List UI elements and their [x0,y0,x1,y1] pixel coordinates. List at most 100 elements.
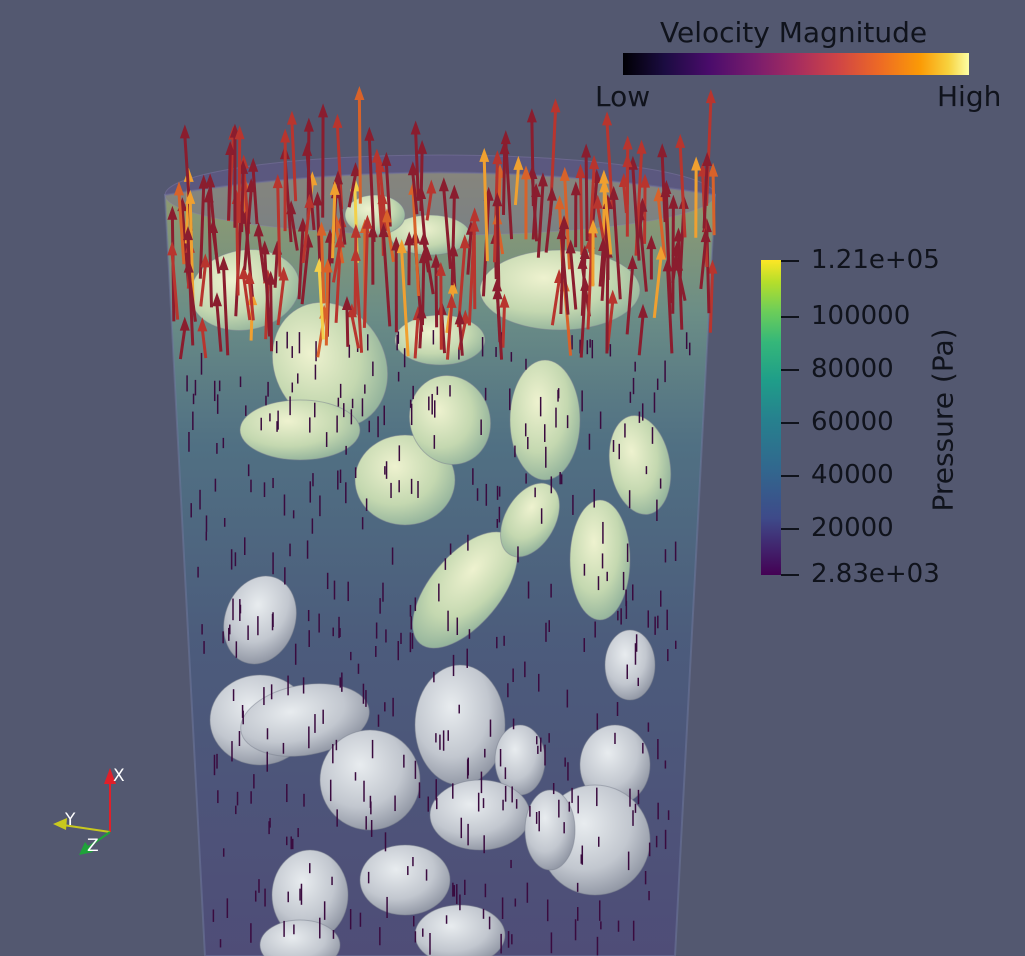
velocity-colorbar-legend: Velocity Magnitude Low High [590,10,1010,120]
pressure-colorbar-legend: 1.21e+05 100000 80000 60000 40000 20000 2.83… [755,240,995,590]
velocity-glyph-large-180 [652,245,666,319]
pressure-tick-min [781,574,799,576]
particle-12 [223,575,297,665]
velocity-glyph-large-48 [708,162,719,236]
velocity-glyph-large-13 [668,194,679,314]
particle-5 [509,359,581,481]
velocity-glyph-large-155 [660,183,672,304]
velocity-glyph-large-177 [205,173,219,260]
velocity-glyph-large-16 [499,293,510,348]
velocity-glyph-large-134 [671,241,682,284]
velocity-glyph-large-175 [318,103,329,218]
velocity-glyph-large-128 [404,231,415,286]
velocity-glyph-large-113 [238,265,252,321]
velocity-glyph-large-129 [182,226,195,346]
velocity-glyph-large-186 [378,223,392,327]
pressure-tick-label-4: 20000 [811,513,894,544]
velocity-glyph-large-73 [425,179,437,221]
pressure-max-label: 1.21e+05 [811,245,940,275]
velocity-glyph-large-153 [479,147,490,262]
velocity-glyph-large-148 [218,256,230,356]
particle-22 [524,789,576,871]
velocity-glyph-large-123 [565,239,578,310]
orientation-axes: X Y Z [45,760,135,870]
velocity-glyph-large-43 [272,174,283,277]
velocity-glyph-large-10 [639,173,650,244]
velocity-max-label: High [937,80,1002,113]
velocity-glyph-large-157 [350,246,364,353]
velocity-glyph-large-189 [316,221,327,304]
y-axis-line [62,824,111,833]
velocity-glyph-large-25 [347,162,361,208]
velocity-glyph-large-135 [225,140,236,220]
x-axis-arrowhead [104,768,116,784]
velocity-glyphs-large [167,85,719,360]
velocity-glyph-large-39 [675,133,687,238]
velocity-glyph-large-187 [265,270,276,352]
velocity-glyph-large-126 [625,255,638,335]
velocity-glyph-large-131 [199,253,211,307]
particle-6 [608,414,672,516]
velocity-glyph-large-159 [371,148,384,237]
velocity-glyph-large-120 [536,172,548,258]
velocity-glyph-large-147 [280,128,291,232]
particle-13 [604,629,656,701]
particle-16 [414,664,506,786]
velocity-glyph-large-170 [691,156,702,238]
particle-2 [239,399,361,461]
velocity-glyph-large-164 [454,310,465,356]
velocity-glyph-large-185 [322,258,333,346]
z-axis-arrowhead [79,842,93,855]
velocity-glyph-large-64 [276,266,289,326]
velocity-glyph-large-182 [417,139,428,211]
particle-15 [240,683,370,757]
particle-24 [359,844,451,916]
velocity-glyph-large-151 [544,186,557,253]
velocity-glyph-large-104 [381,208,395,263]
velocity-glyph-large-173 [513,155,524,206]
velocity-glyph-large-99 [653,187,667,258]
axes-triad-graphic [53,768,116,855]
velocity-glyph-large-184 [418,249,429,326]
velocity-glyph-large-181 [234,125,245,223]
pressure-tick-0 [781,315,799,318]
velocity-glyph-large-168 [435,261,446,350]
velocity-glyph-large-36 [575,163,586,256]
pressure-colorbar [761,260,781,575]
pressure-tick-2 [781,422,799,425]
pressure-tick-max [781,260,799,262]
velocity-glyph-large-154 [570,181,581,248]
y-axis-label: Y [65,810,76,830]
velocity-glyph-large-63 [364,126,376,242]
pressure-legend-title: Pressure (Pa) [926,328,960,512]
velocity-glyph-large-132 [396,239,410,357]
pressure-tick-label-2: 60000 [811,407,894,438]
pressure-tick-label-0: 100000 [811,300,911,331]
velocity-glyph-large-142 [167,241,180,320]
velocity-glyph-large-19 [178,316,190,360]
velocity-glyph-large-149 [646,235,657,280]
velocity-glyph-large-61 [707,259,718,333]
velocity-glyph-large-179 [329,180,340,259]
particle-4 [408,375,492,465]
pressure-tick-3 [781,475,799,478]
x-axis-label: X [113,766,125,786]
velocity-glyph-large-69 [520,165,531,240]
velocity-glyph-large-158 [581,143,592,241]
velocity-glyph-large-156 [438,177,452,270]
particle-20 [429,779,531,851]
velocity-glyph-large-178 [211,292,223,352]
velocity-glyph-large-110 [302,141,316,231]
velocity-glyph-large-18 [430,253,441,328]
velocity-glyph-large-119 [297,217,308,300]
velocity-glyph-large-22 [286,110,298,202]
pressure-tick-1 [781,368,799,371]
velocity-glyph-large-144 [492,285,503,343]
velocity-glyph-large-166 [341,295,352,347]
velocity-glyph-large-138 [243,178,257,271]
velocity-glyph-large-97 [332,170,347,245]
velocity-glyph-large-167 [500,130,514,240]
velocity-glyph-large-150 [445,293,457,360]
